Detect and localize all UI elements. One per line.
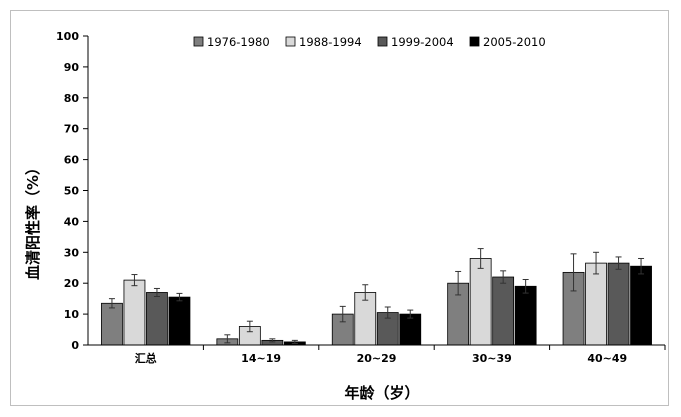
- x-tick-label-4: 40~49: [587, 352, 627, 365]
- bar-1999-2004-4: [607, 262, 630, 346]
- bar-2005-2010-2: [399, 313, 422, 346]
- axes: 汇总 14~19 20~29 30~39 40~49: [87, 36, 666, 365]
- y-tick-label-0: 0: [71, 339, 79, 352]
- error-bar-1999-2004-1: [269, 338, 276, 343]
- legend-swatch-1988-1994: [285, 36, 296, 47]
- error-bar-1988-1994-4: [593, 251, 600, 275]
- error-bar-2005-2010-4: [638, 257, 645, 275]
- error-bar-1976-1980-2: [339, 305, 346, 323]
- bar-2005-2010-4: [630, 265, 652, 346]
- x-axis-title: 年龄（岁）: [344, 384, 419, 402]
- error-bar-2005-2010-3: [522, 278, 529, 294]
- error-bar-1976-1980-0: [108, 298, 115, 309]
- legend-swatch-1999-2004: [377, 36, 388, 47]
- legend-label-1976-1980: 1976-1980: [207, 35, 270, 49]
- error-bar-1988-1994-0: [131, 274, 138, 287]
- bar-1988-1994-4: [585, 262, 607, 346]
- error-bar-1999-2004-4: [615, 256, 622, 270]
- error-bar-1988-1994-3: [477, 248, 484, 269]
- legend-swatch-2005-2010: [469, 36, 480, 47]
- y-tick-label-20: 20: [64, 277, 80, 290]
- y-tick-label-100: 100: [56, 30, 79, 43]
- bar-1988-1994-0: [123, 279, 146, 346]
- legend-label-1999-2004: 1999-2004: [391, 35, 454, 49]
- error-bar-1999-2004-0: [153, 287, 160, 297]
- legend-swatch-1976-1980: [193, 36, 204, 47]
- bar-1976-1980-0: [101, 302, 123, 346]
- x-tick-label-0: 汇总: [135, 351, 157, 365]
- y-tick-label-40: 40: [64, 215, 80, 228]
- error-bar-2005-2010-1: [291, 339, 298, 344]
- bar-2005-2010-3: [514, 285, 537, 346]
- error-bar-2005-2010-0: [176, 292, 183, 302]
- y-tick-label-10: 10: [64, 308, 80, 321]
- y-tick-label-80: 80: [64, 92, 80, 105]
- x-tick-label-1: 14~19: [241, 352, 281, 365]
- error-bar-2005-2010-2: [407, 309, 414, 319]
- y-tick-label-60: 60: [64, 154, 80, 167]
- y-tick-label-30: 30: [64, 246, 80, 259]
- legend: 1976-1980 1988-1994 1999-2004 2005-2010: [193, 35, 546, 49]
- error-bar-1999-2004-2: [384, 306, 391, 319]
- error-bar-1976-1980-3: [455, 270, 462, 296]
- x-tick-label-2: 20~29: [357, 352, 397, 365]
- bar-1999-2004-3: [492, 276, 515, 346]
- error-bar-1999-2004-3: [500, 270, 507, 284]
- legend-label-1988-1994: 1988-1994: [299, 35, 362, 49]
- bars: [101, 248, 652, 346]
- bar-2005-2010-0: [168, 296, 191, 346]
- error-bar-1976-1980-4: [570, 253, 577, 292]
- error-bar-1988-1994-1: [246, 320, 253, 333]
- error-bar-1976-1980-1: [224, 334, 231, 344]
- x-tick-label-3: 30~39: [472, 352, 512, 365]
- legend-label-2005-2010: 2005-2010: [483, 35, 546, 49]
- bar-1988-1994-3: [469, 258, 492, 346]
- y-tick-label-50: 50: [64, 185, 80, 198]
- error-bar-1988-1994-2: [362, 284, 369, 301]
- y-tick-label-90: 90: [64, 61, 80, 74]
- y-tick-label-70: 70: [64, 123, 80, 136]
- bar-1999-2004-0: [146, 292, 168, 346]
- y-axis-ticks: 0 10 20 30 40 50 60 70 80 90 100: [56, 30, 88, 352]
- y-axis-title: 血清阳性率（%）: [24, 160, 42, 280]
